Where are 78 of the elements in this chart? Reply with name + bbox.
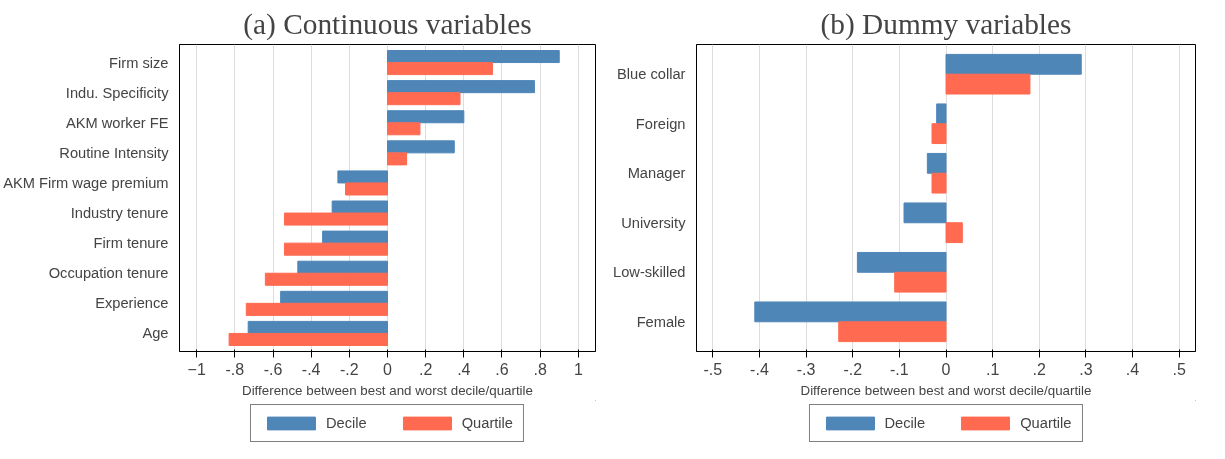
chart-title: (b) Dummy variables: [820, 7, 1072, 41]
bar: [387, 80, 535, 94]
x-tick-label: .4: [1125, 360, 1140, 378]
bar: [387, 62, 493, 76]
y-tick-label: Blue collar: [617, 66, 686, 83]
x-axis-title: Difference between best and worst decile/quartile: [242, 382, 533, 398]
y-tick-label: University: [621, 214, 687, 231]
bar: [228, 332, 388, 346]
bar: [856, 251, 947, 273]
bar: [926, 152, 947, 174]
x-tick-label: .2: [1032, 360, 1047, 378]
legend-label: Decile: [325, 415, 367, 431]
bar: [945, 73, 1031, 95]
bar: [894, 271, 947, 293]
x-tick-label: −1: [187, 360, 206, 378]
bar: [297, 260, 388, 274]
bar: [345, 182, 388, 196]
bar: [264, 272, 388, 286]
bar: [838, 321, 947, 343]
x-tick-label: -.4: [301, 360, 321, 378]
y-tick-label: Industry tenure: [70, 205, 169, 222]
y-tick-label: AKM Firm wage premium: [3, 174, 169, 191]
y-tick-label: AKM worker FE: [65, 114, 169, 131]
bar: [337, 170, 388, 184]
x-tick-label: -.4: [750, 360, 769, 378]
bar: [387, 92, 461, 106]
x-tick-label: 0: [941, 360, 951, 378]
y-tick-label: Occupation tenure: [48, 265, 169, 282]
x-tick-label: -.6: [263, 360, 283, 378]
x-tick-label: -.8: [225, 360, 245, 378]
bar: [945, 53, 1082, 75]
x-tick-label: -.2: [843, 360, 863, 378]
legend-label: Quartile: [1020, 415, 1072, 431]
x-tick-label: .1: [985, 360, 1000, 378]
legend-label: Decile: [884, 415, 926, 431]
bar: [387, 152, 408, 166]
bar: [245, 302, 388, 316]
x-tick-label: .4: [457, 360, 471, 378]
x-tick-label: 0: [383, 360, 393, 378]
y-tick-label: Experience: [95, 295, 169, 312]
bar: [283, 212, 388, 226]
bar: [387, 110, 465, 124]
x-tick-label: .2: [418, 360, 433, 378]
x-tick-label: -.2: [340, 360, 359, 378]
bar: [387, 50, 560, 64]
x-tick-label: -.1: [890, 360, 909, 378]
y-tick-label: Age: [142, 325, 169, 342]
bar: [247, 320, 388, 334]
bar: [387, 140, 455, 154]
y-tick-label: Foreign: [635, 115, 686, 132]
x-tick-label: .8: [533, 360, 547, 378]
bar: [931, 123, 947, 145]
y-tick-label: Routine Intensity: [59, 144, 170, 161]
x-axis-title: Difference between best and worst decile/quartile: [800, 382, 1092, 398]
y-tick-label: Firm tenure: [93, 235, 169, 252]
x-tick-label: -.5: [703, 360, 723, 378]
bar: [283, 242, 388, 256]
x-tick-label: .3: [1079, 360, 1093, 378]
bar: [331, 200, 388, 214]
y-tick-label: Low-skilled: [613, 264, 686, 281]
x-tick-label: .5: [1172, 360, 1186, 378]
x-tick-label: 1: [573, 360, 583, 378]
bar: [903, 202, 947, 224]
bar: [936, 103, 947, 125]
bar: [945, 222, 963, 244]
bar: [931, 172, 947, 194]
y-tick-label: Manager: [627, 165, 686, 182]
y-tick-label: Indu. Specificity: [65, 84, 170, 101]
bar: [280, 290, 388, 304]
bar: [754, 301, 947, 323]
legend-label: Quartile: [461, 415, 514, 431]
bar: [322, 230, 388, 244]
bar: [387, 122, 421, 136]
chart-title: (a) Continuous variables: [243, 7, 532, 41]
y-tick-label: Female: [636, 313, 686, 330]
x-tick-label: .6: [495, 360, 509, 378]
y-tick-label: Firm size: [109, 54, 169, 71]
x-tick-label: -.3: [796, 360, 816, 378]
